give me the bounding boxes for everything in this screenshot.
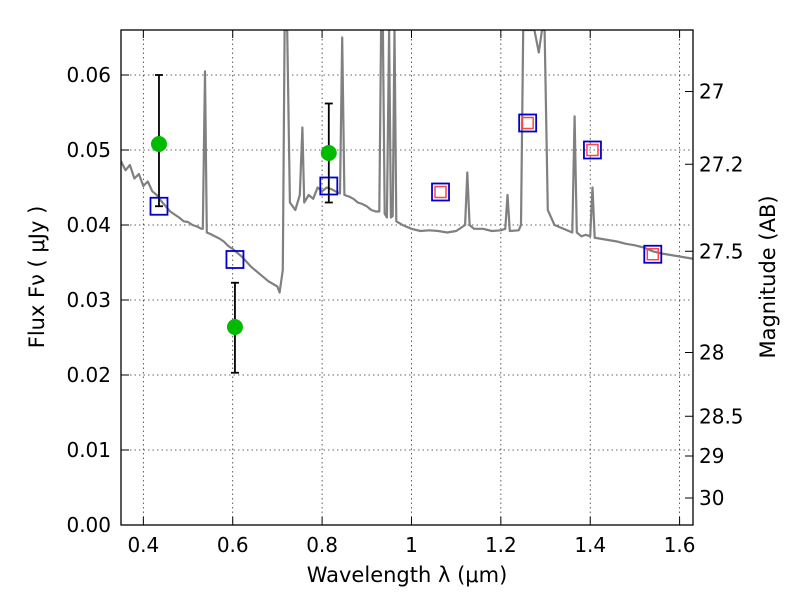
x-tick-label: 1.4: [574, 533, 606, 557]
plot-background: [121, 30, 693, 525]
y-tick-label: 0.03: [66, 288, 111, 312]
y-tick-label: 0.05: [66, 138, 111, 162]
observed-point: [227, 320, 242, 335]
y-tick-label: 0.00: [66, 513, 111, 537]
y-right-tick-label: 27: [699, 80, 724, 104]
x-tick-label: 1.2: [485, 533, 517, 557]
x-tick-label: 1.6: [664, 533, 696, 557]
y-right-tick-label: 27.5: [699, 239, 744, 263]
y-right-axis-label: Magnitude (AB): [756, 195, 780, 358]
y-axis-label: Flux Fν ( μJy ): [25, 206, 49, 349]
x-tick-label: 1: [405, 533, 418, 557]
y-right-tick-label: 28: [699, 341, 724, 365]
y-right-tick-label: 29: [699, 444, 724, 468]
y-right-tick-label: 28.5: [699, 404, 744, 428]
y-tick-label: 0.06: [66, 63, 111, 87]
x-axis-label: Wavelength λ (μm): [307, 563, 508, 587]
x-tick-label: 0.4: [127, 533, 159, 557]
y-tick-label: 0.02: [66, 363, 111, 387]
sed-chart: 0.4 0.6 0.8 1 1.2 1.4 1.6 0.00 0.01 0.02 0.03 0.04…: [0, 0, 800, 600]
x-tick-labels: 0.4 0.6 0.8 1 1.2 1.4 1.6: [127, 533, 695, 557]
x-tick-label: 0.8: [306, 533, 338, 557]
x-tick-label: 0.6: [217, 533, 249, 557]
y-right-tick-label: 27.2: [699, 152, 744, 176]
observed-point: [151, 137, 166, 152]
observed-point: [321, 146, 336, 161]
y-tick-label: 0.04: [66, 213, 111, 237]
y-tick-label: 0.01: [66, 438, 111, 462]
y-tick-labels: 0.00 0.01 0.02 0.03 0.04 0.05 0.06: [66, 63, 111, 537]
y-right-tick-label: 30: [699, 486, 724, 510]
y-right-tick-labels: 27 27.2 27.5 28 28.5 29 30: [699, 80, 744, 511]
